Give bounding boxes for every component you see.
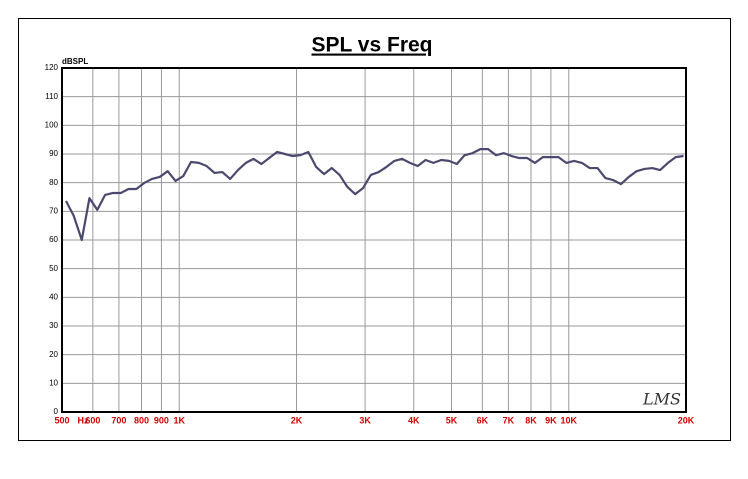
x-tick-label: 20K: [678, 415, 695, 425]
x-tick-label: 500: [54, 415, 69, 425]
plot-border: [61, 67, 687, 413]
x-axis-label: Hz: [78, 415, 89, 425]
x-tick-label: 1K: [173, 415, 185, 425]
logo: LMS: [642, 390, 681, 409]
x-tick-label: 10K: [560, 415, 577, 425]
spl-line: [65, 148, 684, 242]
y-tick-label: 50: [49, 264, 58, 273]
y-tick-label: 40: [49, 292, 58, 301]
x-tick-label: 700: [111, 415, 126, 425]
x-tick-label: 600: [85, 415, 100, 425]
y-tick-label: 30: [49, 321, 58, 330]
y-tick-label: 80: [49, 178, 58, 187]
x-tick-label: 7K: [503, 415, 515, 425]
x-tick-label: 2K: [291, 415, 303, 425]
x-tick-label: 5K: [446, 415, 458, 425]
y-tick-label: 60: [49, 235, 58, 244]
y-tick-label: 0: [54, 407, 59, 416]
x-tick-label: 3K: [359, 415, 371, 425]
x-tick-label: 800: [134, 415, 149, 425]
y-tick-label: 120: [45, 63, 59, 72]
y-axis-label: dBSPL: [62, 57, 88, 66]
x-tick-label: 900: [154, 415, 169, 425]
chart-title: SPL vs Freq: [312, 34, 433, 57]
frame: [18, 18, 731, 441]
y-tick-label: 110: [45, 92, 58, 101]
x-tick-label: 9K: [545, 415, 557, 425]
x-tick-label: 4K: [408, 415, 420, 425]
x-tick-label: 6K: [477, 415, 489, 425]
y-tick-label: 20: [49, 350, 58, 359]
y-tick-label: 90: [49, 149, 58, 158]
y-tick-label: 70: [49, 206, 58, 215]
y-tick-label: 10: [49, 378, 58, 387]
x-tick-label: 8K: [525, 415, 537, 425]
y-tick-label: 100: [45, 120, 59, 129]
